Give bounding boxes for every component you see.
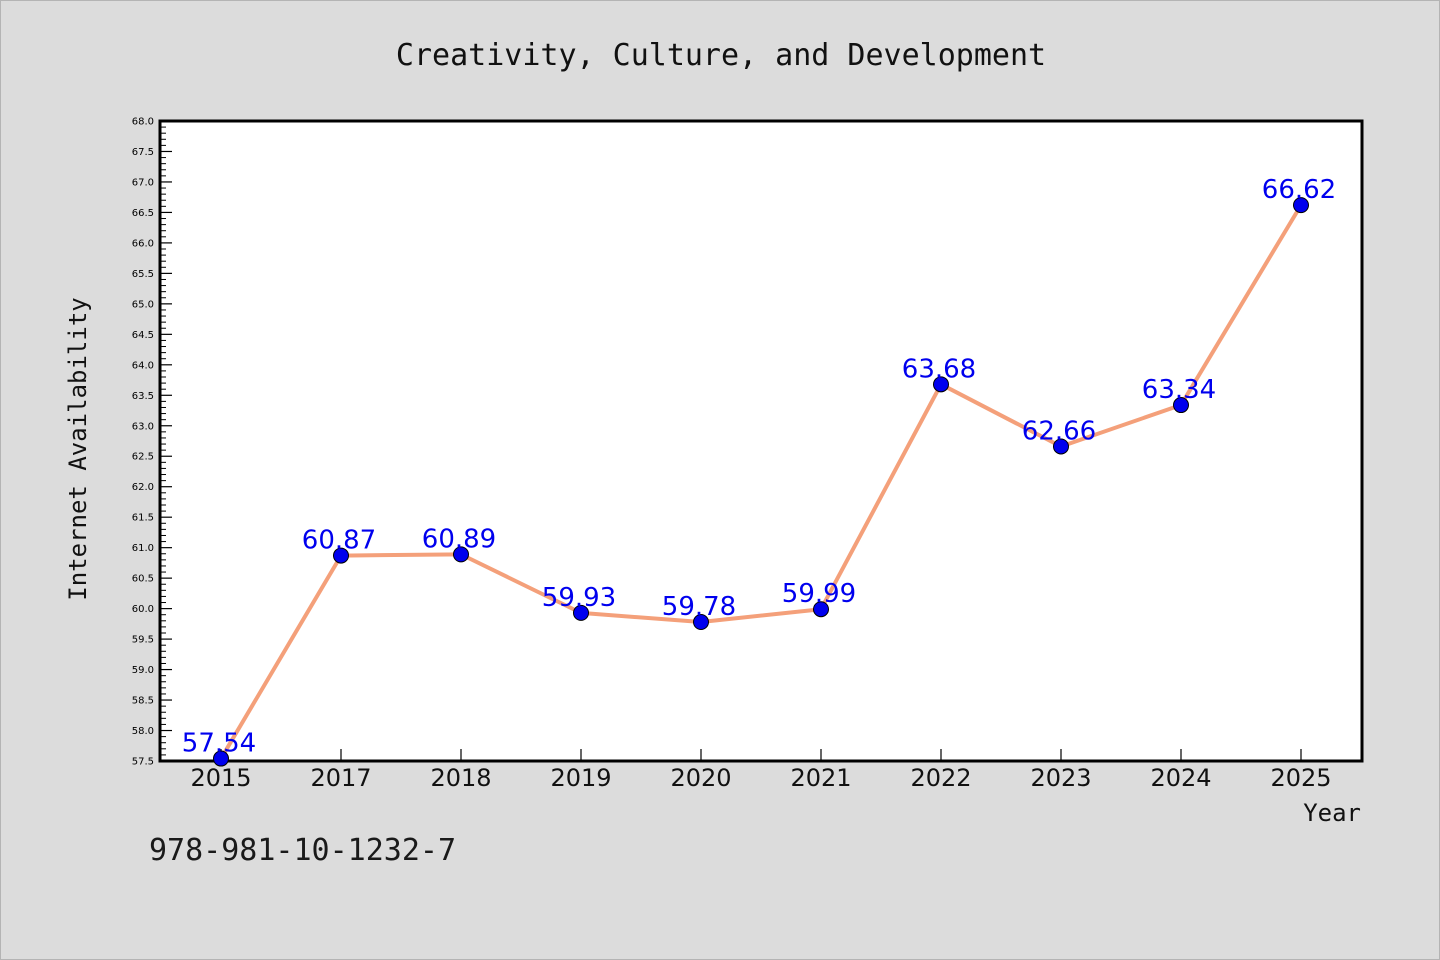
- data-point: [333, 547, 349, 564]
- data-label: 59.93: [542, 583, 616, 613]
- y-tick-label: 61.0: [132, 543, 154, 554]
- y-tick-label: 59.5: [132, 635, 154, 646]
- y-tick-label: 65.5: [132, 269, 154, 280]
- y-tick-label: 57.5: [132, 757, 154, 768]
- x-tick-label: 2025: [1270, 764, 1331, 792]
- data-labels: 57.54 60.87 60.89 59.93 59.78 59.99 63.68 62.66…: [182, 175, 1336, 758]
- y-tick-label: 67.5: [132, 147, 154, 158]
- data-label: 66.62: [1262, 175, 1336, 205]
- x-tick-label: 2019: [550, 764, 611, 792]
- data-point: [573, 604, 589, 621]
- data-point: [933, 376, 949, 393]
- y-tick-label: 63.5: [132, 391, 154, 402]
- data-label: 63.68: [902, 354, 976, 384]
- data-label: 59.78: [662, 592, 736, 622]
- x-axis-label: Year: [1303, 799, 1361, 827]
- x-tick-label: 2020: [670, 764, 731, 792]
- y-tick-label: 67.0: [132, 177, 154, 188]
- y-tick-label: 65.0: [132, 299, 154, 310]
- y-tick-label: 64.5: [132, 330, 154, 341]
- y-tick-label: 61.5: [132, 513, 154, 524]
- y-tick-label: 62.5: [132, 452, 154, 463]
- x-tick-label: 2017: [310, 764, 371, 792]
- y-axis-label: Internet Availability: [64, 297, 92, 600]
- y-tick-label: 58.5: [132, 696, 154, 707]
- data-label: 62.66: [1022, 416, 1096, 446]
- data-point: [1173, 397, 1189, 414]
- y-tick-label: 66.0: [132, 238, 154, 249]
- plot-area: [158, 119, 1364, 763]
- y-tick-label: 60.0: [132, 604, 154, 615]
- data-markers: [213, 197, 1309, 767]
- y-tick-label: 68.0: [132, 117, 154, 128]
- y-tick-label: 63.0: [132, 421, 154, 432]
- y-tick-label: 59.0: [132, 665, 154, 676]
- x-tick-label: 2021: [790, 764, 851, 792]
- series-line-group: [219, 204, 1303, 760]
- data-label: 57.54: [182, 729, 256, 759]
- x-tick-label: 2022: [910, 764, 971, 792]
- data-label: 63.34: [1142, 375, 1216, 405]
- data-label: 60.87: [302, 526, 376, 556]
- data-point: [213, 750, 229, 767]
- x-tick-label: 2018: [430, 764, 491, 792]
- data-point: [1053, 438, 1069, 455]
- y-tick-label: 62.0: [132, 482, 154, 493]
- x-tick-label: 2015: [190, 764, 251, 792]
- x-tick-label: 2024: [1150, 764, 1211, 792]
- data-point: [813, 601, 829, 618]
- y-tick-label: 58.0: [132, 726, 154, 737]
- isbn-footnote: 978-981-10-1232-7: [149, 833, 457, 868]
- data-point: [1293, 197, 1309, 214]
- data-label: 59.99: [782, 579, 856, 609]
- y-axis-ticks: 57.5 58.0 58.5 59.0 59.5 60.0 60.5 61.0 61.5 62.0…: [132, 117, 172, 768]
- data-point: [453, 546, 469, 563]
- y-tick-label: 66.5: [132, 208, 154, 219]
- x-axis-ticks: 2015 2017 2018 2019 2020 2021 2022 2023 2024 2025: [190, 749, 1332, 792]
- x-tick-label: 2023: [1030, 764, 1091, 792]
- y-tick-label: 60.5: [132, 574, 154, 585]
- chart-title: Creativity, Culture, and Development: [396, 38, 1046, 73]
- data-label: 60.89: [422, 524, 496, 554]
- y-tick-label: 64.0: [132, 360, 154, 371]
- data-point: [693, 614, 709, 631]
- series-line: [219, 204, 1303, 760]
